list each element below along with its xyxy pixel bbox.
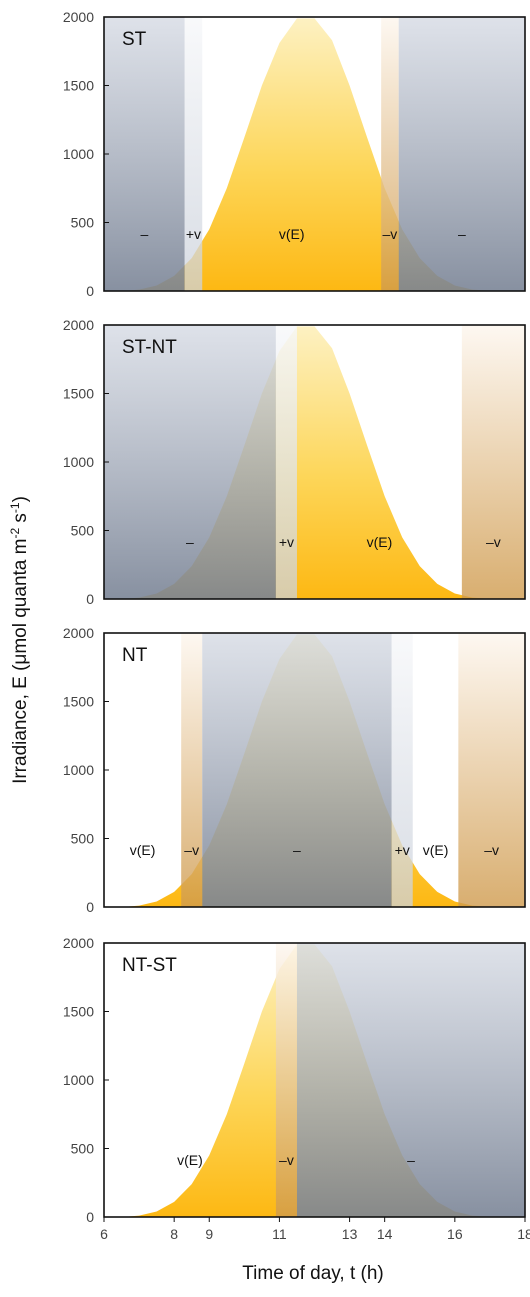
panel-title: NT-ST [122,955,177,976]
band-label: –v [184,842,199,858]
y-tick-label: 2000 [63,9,94,25]
band-label: –v [383,226,398,242]
x-tick-label: 18 [517,1226,530,1242]
y-tick-label: 2000 [63,935,94,951]
panel-nt-st: v(E) –v – NT-ST 0 500 1000 1500 2000 6 8 9 11 13 14 16 1… [63,935,530,1242]
panel-nt: v(E) –v – +v v(E) –v NT 0 500 1000 1500 2000 [63,625,526,915]
band-tan [458,633,525,907]
band-label: +v [395,842,410,858]
x-tick-label: 16 [447,1226,463,1242]
y-tick-label: 2000 [63,317,94,333]
band-gray [104,325,276,599]
y-tick-label: 1000 [63,762,94,778]
band-label: – [458,226,466,242]
band-label: –v [484,842,499,858]
band-gray [202,633,392,907]
y-tick-label: 0 [86,283,94,299]
band-tan [461,325,525,599]
band-label: –v [279,1152,294,1168]
y-tick-label: 500 [71,1141,95,1157]
band-tan [275,943,297,1217]
band-label: –v [486,534,501,550]
x-tick-label: 9 [205,1226,213,1242]
x-tick-label: 14 [377,1226,393,1242]
y-tick-label: 0 [86,1209,94,1225]
y-tick-label: 1000 [63,1072,94,1088]
panel-title: ST [122,29,147,50]
y-tick-label: 1500 [63,1004,94,1020]
band-gray [296,943,525,1217]
y-tick-label: 500 [71,831,95,847]
band-label: – [407,1152,415,1168]
y-tick-label: 1500 [63,386,94,402]
band-label: v(E) [423,842,449,858]
x-tick-label: 8 [170,1226,178,1242]
band-label: – [186,534,194,550]
band-label: v(E) [279,226,305,242]
y-tick-label: 500 [71,523,95,539]
band-gray [398,17,525,291]
band-label: +v [186,226,201,242]
band-light [184,17,203,291]
band-tan [381,17,399,291]
band-gray [104,17,185,291]
irradiance-area [121,18,508,291]
x-axis-label: Time of day, t (h) [242,1263,383,1284]
band-tan [181,633,203,907]
y-tick-label: 500 [71,215,95,231]
band-label: v(E) [367,534,393,550]
band-light [391,633,413,907]
y-tick-label: 1500 [63,78,94,94]
y-tick-label: 0 [86,899,94,915]
x-tick-label: 13 [342,1226,358,1242]
band-label: v(E) [177,1152,203,1168]
y-tick-label: 1000 [63,146,94,162]
band-label: +v [279,534,294,550]
band-label: v(E) [130,842,156,858]
band-label: – [293,842,301,858]
panel-title: ST-NT [122,337,177,358]
y-tick-label: 1000 [63,454,94,470]
panel-st: – +v v(E) –v – ST 0 500 1000 1500 2000 [63,9,526,299]
y-tick-label: 0 [86,591,94,607]
panel-title: NT [122,645,148,666]
y-tick-label: 2000 [63,625,94,641]
x-tick-label: 6 [100,1226,108,1242]
y-tick-label: 1500 [63,694,94,710]
band-label: – [140,226,148,242]
x-tick-label: 11 [272,1226,287,1242]
band-light [275,325,297,599]
panel-st-nt: – +v v(E) –v ST-NT 0 500 1000 1500 2000 [63,317,526,607]
y-axis-label: Irradiance, E (μmol quanta m-2 s-1) [8,496,31,784]
